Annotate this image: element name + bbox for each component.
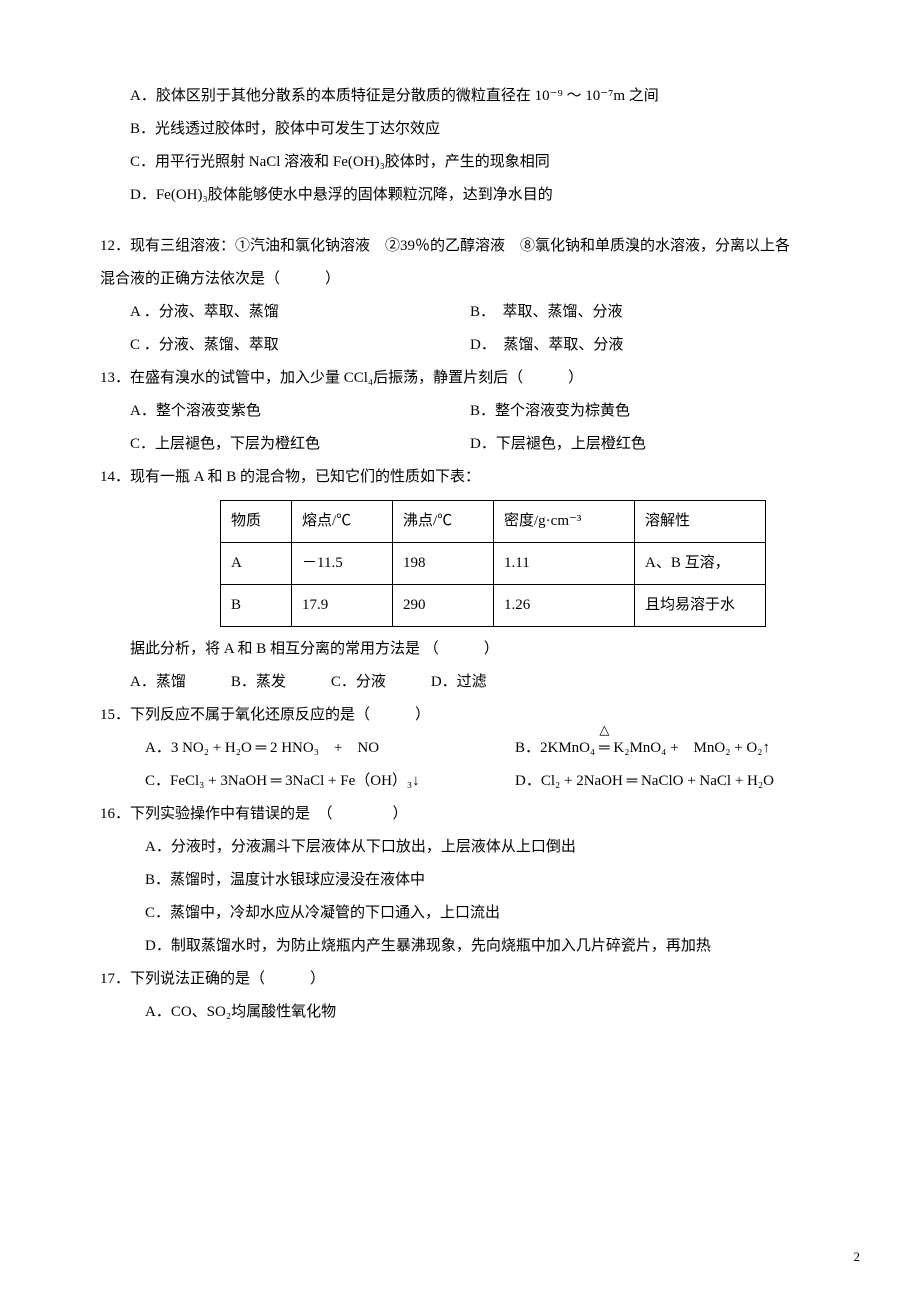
triangle-symbol: △	[599, 716, 609, 745]
q15-stem: 15．下列反应不属于氧化还原反应的是（ ）	[100, 699, 820, 732]
q15-option-c: C．FeCl₃ + 3NaOH ═ 3NaCl + Fe（OH）₃↓	[145, 765, 515, 798]
table-row-a: A －11.5 198 1.11 A、B 互溶，	[221, 543, 766, 585]
th-melting: 熔点/℃	[292, 501, 393, 543]
q12-option-c: C ．分液、蒸馏、萃取	[130, 329, 470, 362]
table-row-b: B 17.9 290 1.26 且均易溶于水	[221, 585, 766, 627]
q11-option-d: D．Fe(OH)₃胶体能够使水中悬浮的固体颗粒沉降，达到净水目的	[100, 179, 820, 212]
q12-stem-1: 12．现有三组溶液：①汽油和氯化钠溶液 ②39％的乙醇溶液 ⑧氯化钠和单质溴的水…	[100, 230, 820, 263]
q15-b-arrow: △═	[599, 732, 610, 765]
q12-row-ab: A ．分液、萃取、蒸馏 B． 萃取、蒸馏、分液	[100, 296, 820, 329]
cell-a-density: 1.11	[494, 543, 635, 585]
q15-b-post: K₂MnO₄ + MnO₂ + O₂↑	[610, 740, 770, 756]
cell-solubility-2: 且均易溶于水	[635, 585, 766, 627]
q15-row-cd: C．FeCl₃ + 3NaOH ═ 3NaCl + Fe（OH）₃↓ D．Cl₂…	[100, 765, 820, 798]
q14-post: 据此分析，将 A 和 B 相互分离的常用方法是 （ ）	[100, 633, 820, 666]
q17-option-a: A．CO、SO₂均属酸性氧化物	[100, 996, 820, 1029]
q16-stem: 16．下列实验操作中有错误的是 （ ）	[100, 798, 820, 831]
q15-option-b: B．2KMnO₄ △═ K₂MnO₄ + MnO₂ + O₂↑	[515, 732, 820, 765]
q12-option-b: B． 萃取、蒸馏、分液	[470, 296, 820, 329]
cell-a-boiling: 198	[393, 543, 494, 585]
q11-option-a: A．胶体区别于其他分散系的本质特征是分散质的微粒直径在 10⁻⁹ ～ 10⁻⁷m…	[100, 80, 820, 113]
q12-row-cd: C ．分液、蒸馏、萃取 D． 蒸馏、萃取、分液	[100, 329, 820, 362]
q13-row-ab: A．整个溶液变紫色 B．整个溶液变为棕黄色	[100, 395, 820, 428]
q12-stem-2: 混合液的正确方法依次是（ ）	[100, 263, 820, 296]
cell-b-density: 1.26	[494, 585, 635, 627]
q14-stem: 14．现有一瓶 A 和 B 的混合物，已知它们的性质如下表：	[100, 461, 820, 494]
cell-a-name: A	[221, 543, 292, 585]
q13-option-c: C．上层褪色，下层为橙红色	[130, 428, 470, 461]
q17-stem: 17．下列说法正确的是（ ）	[100, 963, 820, 996]
q13-option-a: A．整个溶液变紫色	[130, 395, 470, 428]
q13-option-b: B．整个溶液变为棕黄色	[470, 395, 820, 428]
page: A．胶体区别于其他分散系的本质特征是分散质的微粒直径在 10⁻⁹ ～ 10⁻⁷m…	[0, 0, 920, 1302]
cell-b-name: B	[221, 585, 292, 627]
q16-option-a: A．分液时，分液漏斗下层液体从下口放出，上层液体从上口倒出	[100, 831, 820, 864]
th-boiling: 沸点/℃	[393, 501, 494, 543]
q15-row-ab: A．3 NO₂ + H₂O ═ 2 HNO₃ + NO B．2KMnO₄ △═ …	[100, 732, 820, 765]
th-solubility: 溶解性	[635, 501, 766, 543]
q12-option-d: D． 蒸馏、萃取、分液	[470, 329, 820, 362]
q16-option-d: D．制取蒸馏水时，为防止烧瓶内产生暴沸现象，先向烧瓶中加入几片碎瓷片，再加热	[100, 930, 820, 963]
cell-b-melting: 17.9	[292, 585, 393, 627]
q11-option-b: B．光线透过胶体时，胶体中可发生丁达尔效应	[100, 113, 820, 146]
th-substance: 物质	[221, 501, 292, 543]
cell-b-boiling: 290	[393, 585, 494, 627]
q14-options: A．蒸馏 B．蒸发 C．分液 D．过滤	[100, 666, 820, 699]
q16-option-b: B．蒸馏时，温度计水银球应浸没在液体中	[100, 864, 820, 897]
th-density: 密度/g·cm⁻³	[494, 501, 635, 543]
q15-option-a: A．3 NO₂ + H₂O ═ 2 HNO₃ + NO	[145, 732, 515, 765]
q13-option-d: D．下层褪色，上层橙红色	[470, 428, 820, 461]
q16-option-c: C．蒸馏中，冷却水应从冷凝管的下口通入，上口流出	[100, 897, 820, 930]
q13-row-cd: C．上层褪色，下层为橙红色 D．下层褪色，上层橙红色	[100, 428, 820, 461]
q12-option-a: A ．分液、萃取、蒸馏	[130, 296, 470, 329]
q15-b-pre: B．2KMnO₄	[515, 740, 599, 756]
page-number: 2	[854, 1243, 861, 1272]
q14-table: 物质 熔点/℃ 沸点/℃ 密度/g·cm⁻³ 溶解性 A －11.5 198 1…	[220, 500, 766, 627]
cell-a-melting: －11.5	[292, 543, 393, 585]
q15-option-d: D．Cl₂ + 2NaOH ═ NaClO + NaCl + H₂O	[515, 765, 820, 798]
q13-stem: 13．在盛有溴水的试管中，加入少量 CCl₄后振荡，静置片刻后（ ）	[100, 362, 820, 395]
table-header-row: 物质 熔点/℃ 沸点/℃ 密度/g·cm⁻³ 溶解性	[221, 501, 766, 543]
cell-solubility-1: A、B 互溶，	[635, 543, 766, 585]
q11-option-c: C．用平行光照射 NaCl 溶液和 Fe(OH)₃胶体时，产生的现象相同	[100, 146, 820, 179]
